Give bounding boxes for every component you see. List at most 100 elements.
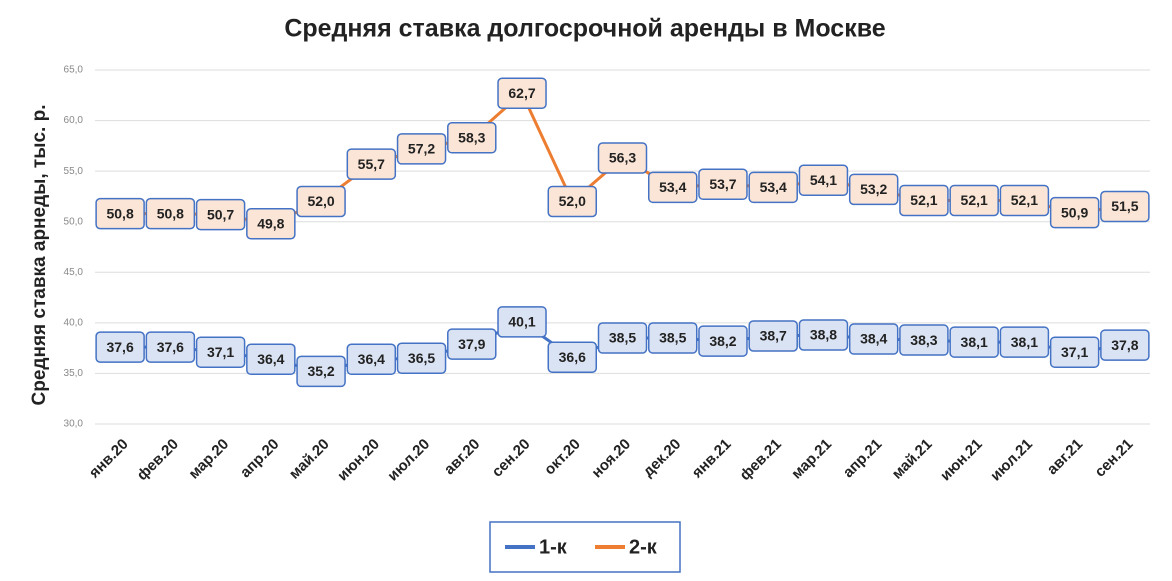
- data-label: 51,5: [1100, 190, 1150, 223]
- data-label: 52,0: [547, 185, 598, 218]
- value-label: 37,1: [1061, 344, 1088, 360]
- x-tick-label: авг.21: [1044, 436, 1087, 479]
- label-box: [899, 184, 949, 217]
- label-box: [396, 133, 447, 165]
- value-label: 53,4: [760, 179, 787, 195]
- y-tick-label: 45,0: [64, 267, 84, 278]
- value-label: 38,8: [810, 327, 837, 343]
- data-label: 50,8: [95, 197, 145, 230]
- label-box: [145, 331, 196, 363]
- data-label: 50,7: [195, 198, 246, 231]
- value-label: 36,6: [559, 349, 586, 365]
- data-label: 52,1: [999, 184, 1050, 217]
- y-tick-label: 60,0: [64, 115, 84, 126]
- label-box: [647, 322, 698, 354]
- data-label: 37,1: [195, 336, 246, 368]
- value-label: 53,2: [860, 181, 887, 197]
- x-tick-label: июн.21: [937, 436, 986, 485]
- value-label: 50,8: [106, 205, 133, 221]
- chart-title: Средняя ставка долгосрочной аренды в Мос…: [284, 15, 885, 43]
- y-tick-label: 30,0: [64, 419, 84, 430]
- value-label: 52,0: [559, 193, 586, 209]
- data-label: 52,1: [949, 184, 999, 217]
- label-box: [246, 343, 296, 376]
- label-box: [698, 168, 748, 201]
- label-box: [95, 331, 145, 363]
- data-label: 37,8: [1100, 329, 1150, 361]
- label-box: [296, 355, 346, 388]
- label-box: [1049, 196, 1100, 229]
- data-label: 38,1: [999, 326, 1050, 358]
- x-tick-label: фев.20: [134, 436, 182, 484]
- label-box: [748, 320, 798, 352]
- data-label: 38,3: [899, 324, 949, 356]
- data-label: 55,7: [346, 148, 397, 180]
- x-tick-label: авг.20: [441, 436, 484, 479]
- data-label: 52,0: [296, 185, 346, 218]
- label-box: [999, 184, 1050, 217]
- label-box: [447, 122, 497, 154]
- value-label: 53,7: [709, 176, 736, 192]
- label-box: [346, 343, 397, 376]
- label-box: [597, 142, 648, 174]
- value-label: 36,4: [257, 351, 284, 367]
- label-box: [346, 148, 397, 180]
- x-tick-label: апр.21: [840, 436, 886, 482]
- data-label: 38,2: [698, 325, 748, 357]
- value-label: 38,3: [910, 332, 937, 348]
- label-box: [145, 197, 196, 230]
- x-tick-label: июн.20: [334, 436, 383, 485]
- y-tick-label: 50,0: [64, 216, 84, 227]
- value-label: 38,4: [860, 331, 887, 347]
- value-label: 50,8: [157, 205, 184, 221]
- data-label: 53,4: [748, 171, 798, 204]
- label-box: [899, 324, 949, 356]
- data-label: 58,3: [447, 122, 497, 154]
- label-box: [949, 184, 999, 217]
- x-tick-label: янв.21: [689, 436, 735, 482]
- x-tick-label: ноя.20: [588, 436, 634, 482]
- legend-label: 2-к: [629, 536, 658, 558]
- value-label: 54,1: [810, 172, 837, 188]
- value-label: 35,2: [307, 363, 334, 379]
- value-label: 37,9: [458, 336, 485, 352]
- data-label: 36,6: [547, 341, 598, 373]
- value-label: 37,8: [1111, 337, 1138, 353]
- label-box: [848, 173, 899, 206]
- y-tick-label: 40,0: [64, 317, 84, 328]
- value-label: 38,5: [609, 330, 636, 346]
- label-box: [547, 185, 598, 218]
- y-tick-label: 35,0: [64, 368, 84, 379]
- label-box: [748, 171, 798, 204]
- label-box: [296, 185, 346, 218]
- label-box: [1049, 336, 1100, 368]
- value-label: 38,7: [760, 328, 787, 344]
- value-label: 50,7: [207, 206, 234, 222]
- value-label: 62,7: [508, 85, 535, 101]
- data-label: 49,8: [246, 207, 296, 240]
- value-label: 40,1: [508, 314, 535, 330]
- data-label: 53,2: [848, 173, 899, 206]
- value-label: 52,1: [961, 192, 988, 208]
- data-label: 38,5: [647, 322, 698, 354]
- label-box: [647, 171, 698, 204]
- data-label: 35,2: [296, 355, 346, 388]
- label-box: [195, 336, 246, 368]
- data-label: 57,2: [396, 133, 447, 165]
- data-label: 36,4: [346, 343, 397, 376]
- data-label: 37,1: [1049, 336, 1100, 368]
- data-label: 37,9: [447, 328, 497, 360]
- data-label: 36,5: [396, 342, 447, 375]
- label-box: [95, 197, 145, 230]
- data-label: 38,8: [798, 319, 849, 351]
- data-label: 53,7: [698, 168, 748, 201]
- label-box: [597, 322, 648, 354]
- data-label: 37,6: [145, 331, 196, 363]
- x-tick-label: июл.21: [987, 436, 1036, 485]
- value-label: 38,2: [709, 333, 736, 349]
- value-label: 36,4: [358, 351, 385, 367]
- x-tick-label: сен.21: [1092, 436, 1137, 481]
- value-label: 52,0: [307, 193, 334, 209]
- value-label: 56,3: [609, 150, 636, 166]
- label-box: [396, 342, 447, 375]
